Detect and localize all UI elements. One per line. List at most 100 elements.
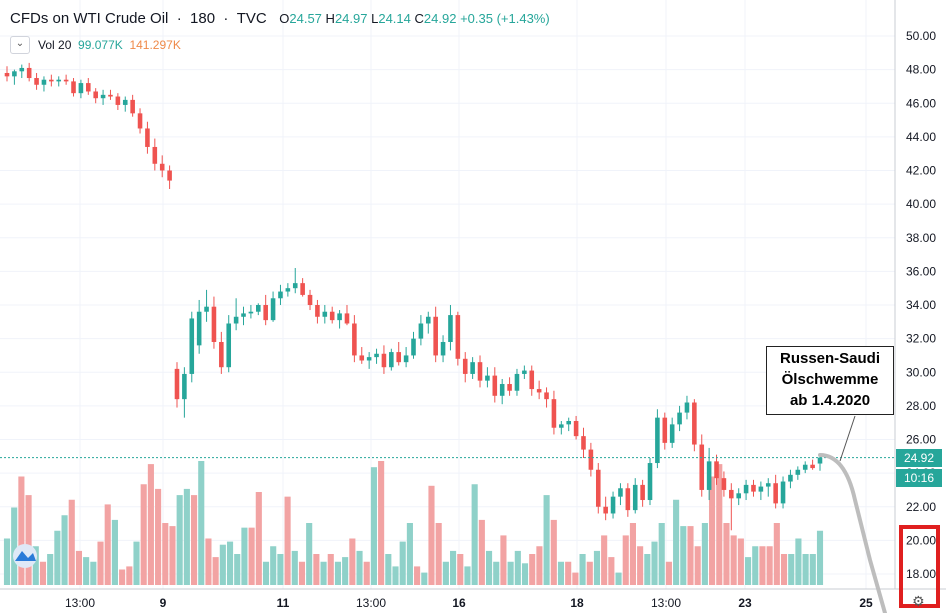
volume-bar	[140, 484, 147, 585]
price-axis[interactable]: 50.00 48.00 46.00 44.00 42.00 40.00 38.00 36.00…	[894, 0, 936, 589]
low-value: 24.14	[378, 11, 411, 26]
volume-bar	[615, 572, 622, 585]
candle-body	[536, 389, 542, 393]
volume-bar	[241, 527, 248, 585]
volume-bar	[313, 554, 320, 585]
candle-body	[765, 483, 771, 487]
candle-body	[255, 305, 261, 312]
candle-body	[448, 315, 453, 342]
countdown-label: 10:16	[896, 469, 942, 487]
volume-bar	[593, 550, 601, 585]
y-tick-label: 44.00	[906, 130, 936, 144]
volume-bar	[277, 554, 284, 585]
candle-body	[625, 488, 631, 511]
collapse-chevron-icon[interactable]: ⌄	[10, 36, 30, 54]
y-tick-label: 46.00	[906, 96, 936, 110]
candle-body	[440, 341, 446, 356]
volume-bar	[493, 561, 500, 585]
candle-body	[204, 306, 209, 312]
volume-bar	[68, 499, 75, 585]
volume-bar	[212, 557, 219, 585]
candle-body	[344, 313, 350, 324]
candle-body	[145, 128, 150, 147]
volume-bar	[306, 523, 313, 585]
volume-bar	[608, 557, 615, 585]
volume-bar	[773, 523, 780, 585]
volume-bar	[406, 523, 413, 585]
candle-body	[714, 461, 719, 479]
candle-body	[270, 298, 276, 321]
volume-bar	[75, 550, 83, 585]
y-tick-label: 18.00	[906, 567, 936, 581]
candle-body	[684, 402, 690, 413]
volume-bar	[442, 561, 449, 585]
candle-body	[86, 83, 91, 92]
volume-bar	[262, 561, 270, 585]
volume-bar	[521, 563, 529, 585]
candle-body	[374, 353, 379, 358]
volume-bar	[349, 538, 356, 585]
y-tick-label: 40.00	[906, 197, 936, 211]
volume-bar	[198, 461, 205, 585]
interval-label[interactable]: 180	[190, 10, 216, 27]
x-tick-label: 23	[738, 596, 752, 610]
candle-body	[455, 315, 461, 359]
candle-body	[559, 424, 564, 428]
candle-body	[130, 99, 135, 114]
x-tick-label: 9	[160, 596, 167, 610]
candle-body	[263, 305, 268, 321]
y-tick-label: 26.00	[906, 433, 936, 447]
volume-bar	[586, 561, 593, 585]
candle-body	[366, 357, 372, 361]
annotation-callout[interactable]: Russen-Saudi Ölschwemme ab 1.4.2020	[766, 346, 894, 415]
x-tick-label: 13:00	[651, 596, 681, 610]
volume-bar	[780, 554, 788, 585]
volume-bar	[694, 546, 701, 585]
candle-body	[514, 373, 520, 391]
candle-body	[315, 305, 320, 317]
candle-body	[706, 461, 712, 490]
y-tick-label: 48.00	[906, 63, 936, 77]
candle-body	[743, 484, 749, 494]
volume-bar	[421, 572, 428, 585]
candle-body	[56, 79, 62, 82]
candle-body	[71, 81, 76, 94]
candle-body	[389, 352, 394, 368]
candle-body	[595, 469, 601, 507]
candle-body	[152, 146, 158, 164]
symbol-title[interactable]: CFDs on WTI Crude Oil	[10, 10, 169, 27]
volume-bar	[665, 561, 672, 585]
volume-bar	[428, 485, 435, 585]
candle-body	[788, 474, 793, 482]
candle-body	[93, 91, 98, 99]
candle-body	[573, 421, 579, 437]
volume-bar	[550, 519, 557, 585]
volume-bar	[399, 541, 406, 585]
annotation-line-1: Russen-Saudi	[779, 350, 881, 367]
candle-body	[492, 375, 498, 396]
candle-body	[322, 311, 328, 317]
candle-body	[78, 83, 84, 94]
candle-body	[108, 94, 113, 97]
candle-body	[182, 373, 187, 400]
volume-bar	[119, 569, 126, 585]
volume-bar	[205, 538, 212, 585]
candle-body	[632, 484, 638, 511]
chart-header: CFDs on WTI Crude Oil · 180 · TVC O24.57…	[10, 10, 550, 27]
candle-body	[529, 370, 535, 390]
volume-bar	[565, 561, 572, 585]
volume-bar	[809, 554, 816, 585]
gear-icon[interactable]: ⚙	[912, 593, 925, 609]
projection-curve	[818, 453, 887, 613]
volume-bar	[61, 515, 68, 585]
volume-layer	[3, 461, 824, 585]
time-axis[interactable]: 13:00 9 11 13:00 16 18 13:00 23 25	[0, 588, 946, 610]
candle-body	[241, 313, 246, 317]
annotation-line-2: Ölschwemme	[781, 371, 879, 388]
volume-bar	[543, 495, 550, 585]
x-tick-label: 25	[859, 596, 873, 610]
candle-body	[655, 417, 660, 464]
volume-value-1: 99.077K	[78, 38, 123, 52]
volume-bar	[18, 476, 25, 585]
